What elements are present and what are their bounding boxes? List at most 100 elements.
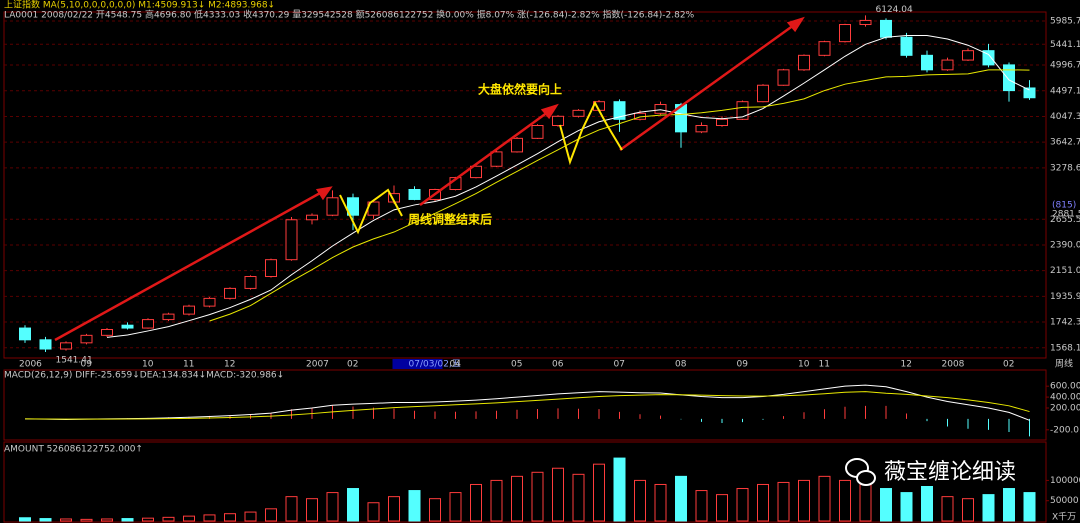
volume-bar [716,494,728,522]
candle-body [470,165,482,179]
y-tick-label: 5985.7 [1050,17,1080,27]
moving-average [209,69,1030,322]
volume-bar [941,496,954,522]
macd-header: MACD(26,12,9) DIFF:-25.659↓DEA:134.834↓M… [4,371,284,381]
volume-bar [818,475,831,522]
candle-body [716,118,728,127]
watermark-text: 薇宝缠论细读 [884,460,1016,485]
volume-bar [265,508,277,522]
candle-body [224,287,236,299]
y-tick-label: 4497.1 [1050,86,1080,96]
x-tick-label: 10 [798,360,810,370]
volume-bar [470,483,482,522]
x-tick-label: 11 [819,360,830,370]
candle-body [880,19,892,38]
period-label: 周线 [1055,358,1073,370]
watermark: 薇宝缠论细读 [845,458,1016,486]
x-tick-label: 06 [552,360,564,370]
annotation: 大盘依然要向上 [478,82,562,97]
volume-bar [408,490,421,522]
candle-body [962,50,974,61]
y-tick-label: 2151.0 [1050,266,1080,276]
volume-bar [347,488,359,522]
candle-body [101,328,113,336]
candle-body [572,109,585,117]
extreme-label: 1541.41 [56,355,93,365]
y-tick-label: 2390.0 [1050,240,1080,250]
y-tick-label: 4047.3 [1050,112,1080,122]
y-tick-label: 3278.6 [1050,163,1080,173]
x-tick-label: 02 [1003,360,1014,370]
candle-body [142,319,154,329]
x-tick-label: 04 [450,360,462,370]
volume-bar [224,513,236,522]
x-tick-label: 08 [675,360,687,370]
volume-bar [798,479,810,522]
x-tick-label: 12 [224,360,235,370]
candle-body [265,259,277,278]
volume-bar [60,518,72,522]
candle-body [654,104,667,114]
candle-body [183,305,195,315]
volume-header: AMOUNT 526086122752.000↑ [4,445,143,455]
candle-body [818,41,831,56]
annotation: 周线调整结束后 [408,212,492,227]
candle-body [798,54,810,71]
volume-bar [982,494,995,522]
x-tick-label: 2006 [19,360,42,370]
volume-bar [162,516,175,522]
x-tick-label: 07 [614,360,625,370]
volume-tick-label: 50000 [1050,496,1079,506]
volume-bar [244,511,257,522]
volume-bar [654,483,667,522]
volume-bar [900,492,913,522]
y-tick-label: 1742.3 [1050,318,1080,328]
candle-body [531,125,544,139]
candle-body [244,276,257,289]
volume-bar [880,488,892,522]
candle-body [757,84,769,103]
candle-body [921,54,933,71]
volume-bar [839,479,851,522]
x-tick-label: 07/03/02,五 [409,360,461,370]
volume-bar [859,481,872,522]
volume-bar [572,473,585,522]
candle-body [60,342,72,350]
volume-bar [285,496,298,522]
candle-body [941,59,954,71]
candle-body [80,334,93,344]
volume-bar [736,488,749,522]
volume-unit: X千万 [1052,512,1076,523]
candle-body [408,189,421,200]
cursor-date-box [392,359,443,369]
candle-body [859,19,872,26]
volume-bar [203,514,216,522]
volume-bar [183,515,195,522]
volume-bar [593,463,605,522]
y-tick-label: 2655.5 [1050,215,1080,225]
candle-body [1023,87,1036,99]
macd-tick-label: 600.00 [1050,382,1080,392]
candle-body [675,104,687,133]
volume-bar [39,518,52,522]
volume-bar [552,467,564,522]
volume-tick-label: 100000 [1050,476,1080,486]
volume-bar [388,496,400,522]
moving-average [106,35,1030,338]
candle-body [347,197,359,216]
macd-tick-label: 400.00 [1050,393,1080,403]
y-tick-label: 1935.9 [1050,292,1080,302]
volume-bar [962,498,974,522]
volume-bar [634,479,646,522]
macd-diff [24,384,1030,421]
volume-bar [490,479,503,522]
candle-body [19,327,31,341]
x-tick-label: 12 [901,360,912,370]
trend-arrows [54,16,805,342]
volume-bar [101,518,113,522]
y-tick-label: 3642.7 [1050,138,1080,148]
volume-bar [367,502,380,522]
candle-body [695,125,708,133]
